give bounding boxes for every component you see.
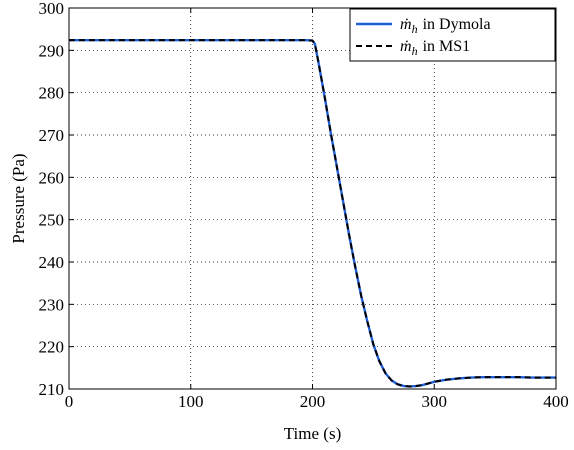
legend-label-ms1: ṁh in MS1 [400, 38, 470, 58]
y-tick-label: 270 [39, 126, 65, 145]
x-tick-label: 200 [300, 392, 326, 411]
legend-symbol-ms1: ṁ [400, 38, 412, 55]
y-tick-label: 250 [39, 211, 65, 230]
y-tick-label: 240 [39, 253, 65, 272]
y-tick-label: 210 [39, 380, 65, 399]
plot-frame [68, 7, 557, 390]
y-axis-label: Pressure (Pa) [9, 153, 28, 243]
y-tick-label: 300 [39, 0, 65, 18]
tick-label-layer: 0 100 200 300 400 210 220 230 240 250 260 270 280 290… [39, 0, 569, 411]
x-tick-label: 0 [65, 392, 74, 411]
y-tick-label: 290 [39, 41, 65, 60]
tick-layer [68, 7, 557, 390]
x-tick-label: 400 [543, 392, 569, 411]
legend-label-dymola: ṁh in Dymola [400, 16, 491, 36]
legend-name-ms1: in MS1 [423, 38, 471, 55]
grid-layer [69, 8, 556, 389]
legend-subscript-ms1: h [412, 44, 418, 58]
x-axis-label: Time (s) [284, 424, 341, 443]
x-tick-label: 100 [178, 392, 204, 411]
series-line-ms1 [69, 39, 556, 388]
legend-box [349, 8, 556, 62]
y-tick-label: 280 [39, 84, 65, 103]
series-layer [69, 38, 556, 388]
legend-symbol-dymola: ṁ [400, 16, 412, 33]
legend: ṁh in Dymola ṁh in MS1 [349, 8, 556, 62]
y-tick-label: 220 [39, 338, 65, 357]
legend-name-dymola: in Dymola [423, 16, 491, 33]
y-tick-label: 260 [39, 168, 65, 187]
y-tick-label: 230 [39, 295, 65, 314]
x-tick-label: 300 [422, 392, 448, 411]
legend-subscript-dymola: h [412, 22, 418, 36]
